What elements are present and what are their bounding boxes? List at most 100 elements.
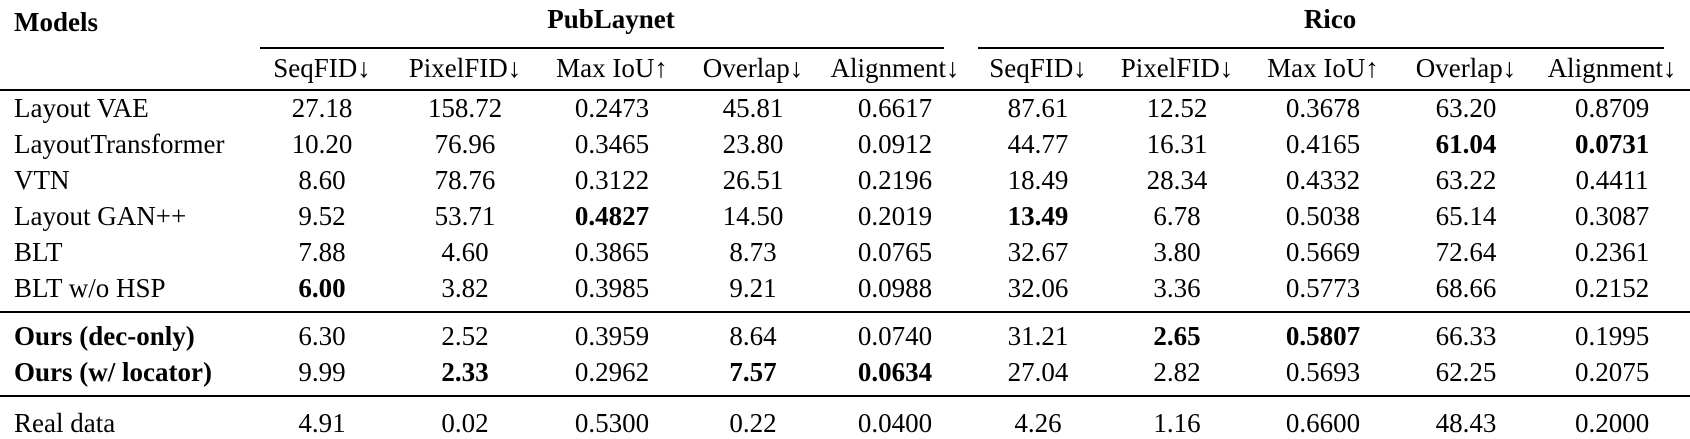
metric-value: 0.5807 xyxy=(1285,321,1361,352)
metric-value: 44.77 xyxy=(1007,129,1069,160)
metric-value: 0.0634 xyxy=(820,355,971,397)
metric-value: 0.02 xyxy=(441,408,489,439)
metric-value: 12.52 xyxy=(1146,93,1208,124)
metric-value: 0.3865 xyxy=(574,237,650,268)
metric-value: 76.96 xyxy=(434,129,496,160)
metric-value: 0.3959 xyxy=(574,321,650,352)
metric-value: 0.4332 xyxy=(1285,165,1361,196)
metric-value: 10.20 xyxy=(291,129,353,160)
metric-value: 4.60 xyxy=(441,237,489,268)
metric-value: 65.14 xyxy=(1435,201,1497,232)
model-name: LayoutTransformer xyxy=(14,129,225,160)
metric-value: 63.20 xyxy=(1435,93,1497,124)
column-header-1-0: SeqFID↓ xyxy=(970,49,1107,91)
metric-value: 0.4827 xyxy=(574,201,650,232)
metric-value: 28.34 xyxy=(1146,165,1208,196)
metric-value: 3.80 xyxy=(1153,237,1201,268)
group-title-publaynet: PubLaynet xyxy=(547,4,675,34)
metric-value: 8.64 xyxy=(729,321,777,352)
metric-value: 68.66 xyxy=(1398,271,1535,313)
table-row: Real data 4.91 0.02 0.5300 0.22 0.0400 4.26 1.1… xyxy=(0,396,1690,439)
metric-value: 9.99 xyxy=(252,355,392,397)
metric-value: 0.6617 xyxy=(857,93,933,124)
model-name: Real data xyxy=(14,408,116,439)
table-row: Ours (w/ locator) 9.99 2.33 0.2962 7.57 0.063… xyxy=(0,355,1690,397)
metric-value: 32.06 xyxy=(970,271,1107,313)
metric-value: 0.0731 xyxy=(1574,129,1650,160)
table-row: BLT w/o HSP 6.00 3.82 0.3985 9.21 0.0988 32.06… xyxy=(0,271,1690,313)
metric-value: 13.49 xyxy=(1007,201,1069,232)
metric-value: 0.5038 xyxy=(1285,201,1361,232)
metric-value: 0.2962 xyxy=(538,355,686,397)
metric-value: 6.30 xyxy=(298,321,346,352)
metric-value: 8.73 xyxy=(729,237,777,268)
model-name: Ours (w/ locator) xyxy=(0,355,252,397)
metric-value: 66.33 xyxy=(1435,321,1497,352)
metric-value: 0.3985 xyxy=(538,271,686,313)
metric-value: 0.0912 xyxy=(857,129,933,160)
column-header-0-4: Alignment↓ xyxy=(820,49,971,91)
metric-value: 7.88 xyxy=(298,237,346,268)
metric-value: 32.67 xyxy=(1007,237,1069,268)
metric-value: 53.71 xyxy=(434,201,496,232)
metric-value: 0.0988 xyxy=(820,271,971,313)
metric-value: 0.1995 xyxy=(1574,321,1650,352)
metric-value: 31.21 xyxy=(1007,321,1069,352)
metric-value: 0.3087 xyxy=(1574,201,1650,232)
metric-value: 0.22 xyxy=(729,408,777,439)
metric-value: 2.82 xyxy=(1106,355,1249,397)
metric-value: 7.57 xyxy=(686,355,820,397)
metric-value: 62.25 xyxy=(1398,355,1535,397)
column-header-0-3: Overlap↓ xyxy=(686,49,820,91)
metric-value: 2.52 xyxy=(441,321,489,352)
metric-value: 0.2000 xyxy=(1574,408,1650,439)
model-name: BLT xyxy=(14,237,63,268)
metric-value: 0.6600 xyxy=(1285,408,1361,439)
metric-value: 0.5693 xyxy=(1248,355,1399,397)
group-header-row: Models PubLaynet Rico xyxy=(0,0,1690,91)
metric-value: 0.8709 xyxy=(1574,93,1650,124)
metric-value: 2.65 xyxy=(1153,321,1201,352)
metric-value: 48.43 xyxy=(1435,408,1497,439)
metric-value: 0.4165 xyxy=(1285,129,1361,160)
metric-value: 0.0740 xyxy=(857,321,933,352)
metric-value: 158.72 xyxy=(427,93,503,124)
model-name: Layout GAN++ xyxy=(14,201,187,232)
metric-value: 0.5669 xyxy=(1285,237,1361,268)
metric-value: 3.82 xyxy=(392,271,538,313)
metric-value: 1.16 xyxy=(1153,408,1201,439)
metric-value: 0.2152 xyxy=(1534,271,1690,313)
model-name: BLT w/o HSP xyxy=(0,271,252,313)
metric-value: 45.81 xyxy=(722,93,784,124)
metric-value: 18.49 xyxy=(1007,165,1069,196)
models-column-header: Models xyxy=(0,0,252,91)
table-row: VTN 8.60 78.76 0.3122 26.51 0.2196 18.49 28.34 0… xyxy=(0,163,1690,199)
metric-value: 0.2473 xyxy=(574,93,650,124)
metric-value: 87.61 xyxy=(1007,93,1069,124)
metric-value: 9.52 xyxy=(298,201,346,232)
metric-value: 0.3465 xyxy=(574,129,650,160)
metric-value: 0.3122 xyxy=(574,165,650,196)
metric-value: 0.5773 xyxy=(1248,271,1399,313)
table-header: Models PubLaynet Rico SeqFID↓ PixelFID↓ Ma… xyxy=(0,0,1690,91)
metric-value: 26.51 xyxy=(722,165,784,196)
column-header-0-2: Max IoU↑ xyxy=(538,49,686,91)
metric-value: 0.2075 xyxy=(1534,355,1690,397)
metric-value: 0.5300 xyxy=(574,408,650,439)
table-row: BLT 7.88 4.60 0.3865 8.73 0.0765 32.67 3.80 0.56… xyxy=(0,235,1690,271)
group-title-rico: Rico xyxy=(1303,4,1357,34)
model-name: Ours (dec-only) xyxy=(14,321,195,352)
metric-value: 0.2196 xyxy=(857,165,933,196)
metric-value: 3.36 xyxy=(1106,271,1249,313)
column-header-0-0: SeqFID↓ xyxy=(252,49,392,91)
column-header-1-3: Overlap↓ xyxy=(1398,49,1535,91)
metric-value: 14.50 xyxy=(722,201,784,232)
metric-header-row: SeqFID↓ PixelFID↓ Max IoU↑ Overlap↓ Alignmen… xyxy=(0,49,1690,91)
metric-value: 2.33 xyxy=(392,355,538,397)
metric-value: 0.0765 xyxy=(857,237,933,268)
metric-value: 78.76 xyxy=(434,165,496,196)
metric-value: 63.22 xyxy=(1435,165,1497,196)
metric-value: 0.0400 xyxy=(857,408,933,439)
table-row: Ours (dec-only) 6.30 2.52 0.3959 8.64 0.0740 3… xyxy=(0,312,1690,355)
